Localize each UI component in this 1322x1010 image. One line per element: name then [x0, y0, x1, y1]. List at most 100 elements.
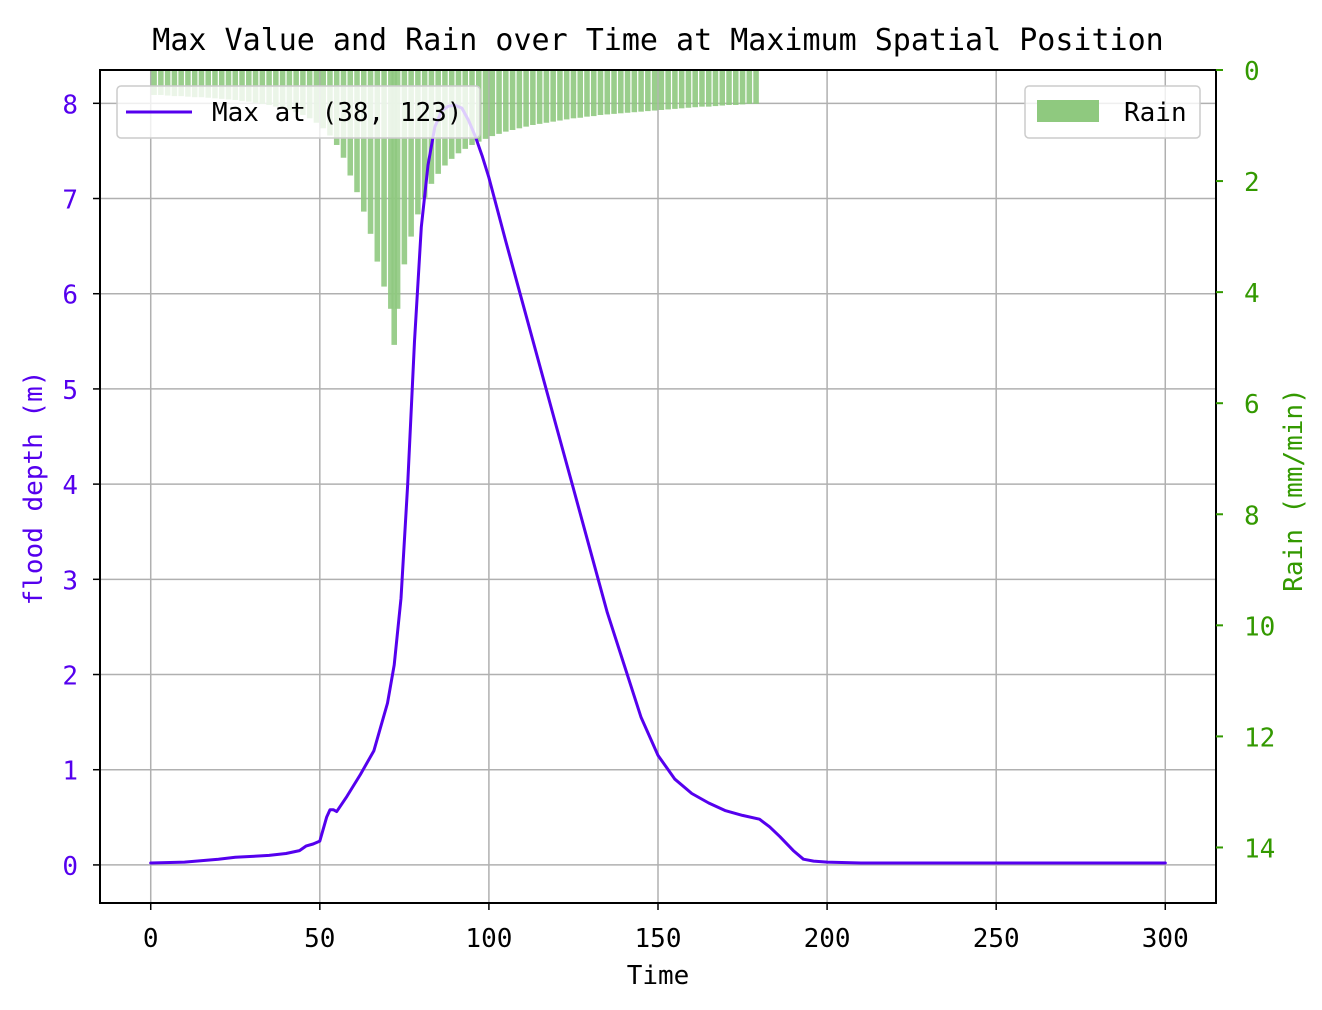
rain-bar: [232, 70, 239, 100]
rain-bar: [570, 70, 577, 119]
rain-bar: [415, 70, 421, 215]
right-axis-ticks: 0 2 4 6 8 10 12 14: [1216, 57, 1275, 864]
rain-bar: [604, 70, 611, 115]
rain-bar: [584, 70, 590, 117]
rain-bar: [361, 70, 367, 212]
left-tick-label: 2: [62, 662, 78, 692]
legend-right-box: [1024, 85, 1201, 139]
rain-bar: [733, 70, 739, 105]
rain-bar: [509, 70, 516, 130]
rain-bar: [489, 70, 496, 137]
left-axis-label: flood depth (m): [19, 371, 49, 606]
right-tick-label: 6: [1244, 390, 1260, 420]
legend-rain-swatch: [1037, 100, 1099, 122]
left-tick-label: 8: [62, 90, 78, 120]
rain-bar: [645, 70, 651, 112]
rain-bar: [482, 70, 489, 139]
x-tick-label: 300: [1142, 924, 1189, 954]
rain-bar: [563, 70, 570, 120]
right-axis-label: Rain (mm/min): [1279, 388, 1309, 592]
x-tick-label: 250: [973, 924, 1020, 954]
rain-bar: [367, 70, 374, 234]
rain-bar: [550, 70, 556, 122]
rain-bar: [590, 70, 597, 117]
rain-bar: [631, 70, 638, 113]
rain-bar: [388, 70, 394, 309]
legend-right: Rain: [1024, 85, 1201, 139]
rain-bar: [496, 70, 502, 134]
rain-bar: [665, 70, 671, 110]
x-tick-label: 0: [143, 924, 159, 954]
right-tick-label: 10: [1244, 612, 1275, 642]
x-tick-label: 200: [804, 924, 851, 954]
rain-bar: [178, 70, 184, 97]
rain-bar: [624, 70, 631, 113]
right-tick-label: 12: [1244, 723, 1275, 753]
rain-bar: [503, 70, 509, 132]
legend-left: Max at (38, 123): [116, 85, 481, 139]
rain-bar: [597, 70, 604, 115]
rain-bar: [391, 70, 397, 345]
rain-bar: [205, 70, 211, 98]
rain-bar: [618, 70, 624, 114]
chart-title: Max Value and Rain over Time at Maximum …: [152, 23, 1163, 58]
left-tick-label: 6: [62, 281, 78, 311]
rain-bar: [516, 70, 523, 129]
rain-bar: [543, 70, 550, 123]
rain-bar: [151, 70, 157, 95]
right-tick-label: 2: [1244, 168, 1260, 198]
x-tick-label: 50: [304, 924, 335, 954]
rain-bar: [611, 70, 617, 114]
rain-bar: [164, 70, 171, 96]
rain-bar: [577, 70, 583, 118]
right-tick-label: 4: [1244, 279, 1260, 309]
rain-bar: [678, 70, 685, 109]
x-axis-ticks: 0 50 100 150 200 250 300: [143, 903, 1189, 954]
rain-bar: [719, 70, 726, 106]
rain-bar: [198, 70, 205, 98]
rain-bar: [523, 70, 529, 127]
left-tick-label: 5: [62, 376, 78, 406]
rain-bar: [658, 70, 665, 110]
legend-rain-label: Rain: [1124, 98, 1187, 128]
rain-bar: [394, 70, 401, 309]
rain-bar: [726, 70, 732, 105]
rain-bar: [699, 70, 705, 107]
rain-bar: [685, 70, 692, 108]
rain-bar: [712, 70, 719, 107]
grid-lines: [100, 70, 1216, 903]
rain-bar: [530, 70, 536, 125]
right-tick-label: 14: [1244, 834, 1275, 864]
legend-left-box: [116, 85, 481, 139]
left-tick-label: 3: [62, 566, 78, 596]
left-tick-label: 7: [62, 186, 78, 216]
rain-bar: [746, 70, 753, 104]
x-axis-label: Time: [627, 961, 690, 991]
rain-bar: [212, 70, 218, 99]
rain-bar: [753, 70, 759, 104]
right-tick-label: 8: [1244, 501, 1260, 531]
right-tick-label: 0: [1244, 57, 1260, 87]
rain-bar: [225, 70, 232, 100]
rain-bar: [158, 70, 164, 95]
rain-bar: [171, 70, 178, 97]
legend-line-label: Max at (38, 123): [212, 98, 462, 128]
rain-bar: [557, 70, 563, 121]
rain-bar: [672, 70, 678, 109]
rain-bar: [651, 70, 658, 111]
rain-bar: [218, 70, 225, 99]
rain-bar: [638, 70, 644, 112]
rain-bar: [381, 70, 387, 287]
left-axis-ticks: 0 1 2 3 4 5 6 7 8: [62, 90, 100, 882]
rain-bar: [739, 70, 746, 105]
left-tick-label: 4: [62, 471, 78, 501]
left-tick-label: 1: [62, 757, 78, 787]
left-tick-label: 0: [62, 852, 78, 882]
rain-bar: [408, 70, 414, 237]
x-tick-label: 150: [635, 924, 682, 954]
x-tick-label: 100: [465, 924, 512, 954]
rain-bar: [401, 70, 408, 265]
